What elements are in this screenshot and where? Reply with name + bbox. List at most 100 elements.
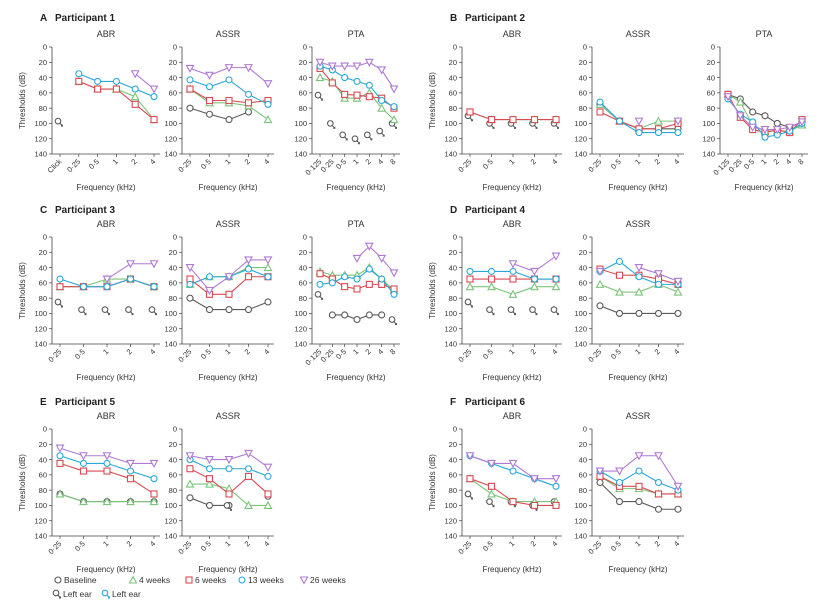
x-tick-label: 0·5	[87, 157, 101, 171]
y-tick-label: 40	[39, 455, 47, 464]
data-point	[94, 85, 102, 93]
y-tick-label: 140	[702, 150, 715, 159]
y-tick-label: 100	[294, 119, 307, 128]
y-tick-label: 100	[574, 501, 587, 510]
participant-title: Participant 4	[465, 205, 525, 216]
data-point	[94, 77, 102, 85]
data-point	[654, 280, 663, 288]
y-tick-label: 60	[449, 279, 457, 288]
data-point	[615, 467, 624, 476]
data-point	[316, 280, 324, 288]
data-point	[244, 306, 253, 314]
legend-label-w4: 4 weeks	[139, 575, 170, 585]
y-tick-label: 40	[39, 263, 47, 272]
data-point	[377, 103, 387, 112]
data-point	[205, 96, 214, 105]
data-point	[735, 97, 745, 106]
left-ear-point-arrow	[492, 126, 495, 129]
data-point	[185, 452, 195, 461]
data-point	[131, 100, 139, 108]
data-point	[263, 262, 273, 272]
data-point	[264, 298, 272, 306]
y-tick-label: 60	[299, 89, 307, 98]
x-tick-label: 2	[243, 347, 252, 356]
y-tick-label: 100	[164, 119, 177, 128]
x-tick-label: Click	[46, 157, 64, 175]
data-point	[596, 478, 604, 487]
x-tick-label: 0·5	[73, 347, 87, 361]
y-tick-label: 100	[34, 309, 47, 318]
left-ear-point	[464, 298, 472, 306]
panel-letter: F	[450, 397, 456, 408]
y-tick-label: 100	[574, 309, 587, 318]
data-point	[389, 85, 399, 94]
data-point	[56, 452, 64, 460]
panel-subtitle: ABR	[97, 29, 116, 39]
y-tick-label: 120	[164, 134, 177, 143]
y-tick-label: 120	[34, 516, 47, 525]
data-point	[244, 465, 253, 473]
data-point	[244, 108, 253, 116]
y-tick-label: 0	[43, 43, 47, 52]
series-4-weeks	[595, 279, 683, 296]
y-tick-label: 60	[449, 89, 457, 98]
data-point	[365, 311, 373, 319]
y-tick-label: 80	[707, 104, 715, 113]
left-ear-point-arrow	[345, 138, 348, 141]
y-tick-label: 40	[579, 455, 587, 464]
data-point	[595, 467, 605, 476]
data-point	[615, 271, 624, 279]
data-point	[509, 467, 517, 475]
x-axis-label: Frequency (kHz)	[326, 183, 385, 192]
y-tick-label: 0	[453, 43, 457, 52]
y-tick-label: 120	[34, 324, 47, 333]
data-point	[615, 287, 624, 296]
data-point	[102, 452, 112, 461]
left-ear-point	[125, 306, 132, 313]
series-4-weeks	[55, 489, 159, 506]
x-tick-label: 4	[262, 157, 271, 166]
data-point	[263, 114, 273, 124]
x-tick-label: 0·5	[334, 347, 348, 361]
data-point	[390, 103, 398, 111]
data-point	[760, 125, 770, 135]
data-point	[149, 260, 159, 269]
data-point	[353, 77, 361, 85]
data-point	[264, 273, 272, 281]
x-tick-label: 2	[363, 347, 372, 356]
data-point	[244, 64, 253, 73]
x-tick-label: 0·5	[609, 347, 623, 361]
x-tick-label: 1	[223, 157, 232, 166]
y-tick-label: 40	[169, 263, 177, 272]
y-tick-label: 140	[444, 150, 457, 159]
left-ear-point	[351, 135, 359, 143]
y-tick-label: 20	[449, 248, 457, 257]
x-tick-label: 2	[653, 539, 662, 548]
y-tick-label: 0	[43, 233, 47, 242]
data-point	[225, 306, 233, 314]
data-point	[634, 117, 644, 126]
x-tick-label: 0·5	[481, 539, 495, 553]
y-tick-label: 40	[299, 263, 307, 272]
series-baseline	[54, 117, 63, 127]
x-tick-label: 0·5	[199, 539, 213, 553]
legend-label-left-ear-2: Left ear	[112, 589, 141, 599]
y-tick-label: 80	[39, 104, 47, 113]
data-point	[186, 494, 194, 502]
x-axis-label: Frequency (kHz)	[482, 183, 541, 192]
data-point	[674, 505, 682, 513]
x-tick-label: 1	[111, 157, 120, 166]
data-point	[654, 505, 663, 513]
left-ear-point-arrow	[84, 313, 87, 316]
data-point	[635, 482, 643, 490]
y-tick-label: 100	[444, 309, 457, 318]
series-26-weeks	[595, 452, 683, 491]
data-point	[364, 58, 374, 67]
y-tick-label: 100	[444, 501, 457, 510]
left-ear-point	[363, 131, 371, 139]
data-point	[530, 501, 539, 509]
data-point	[340, 93, 350, 102]
